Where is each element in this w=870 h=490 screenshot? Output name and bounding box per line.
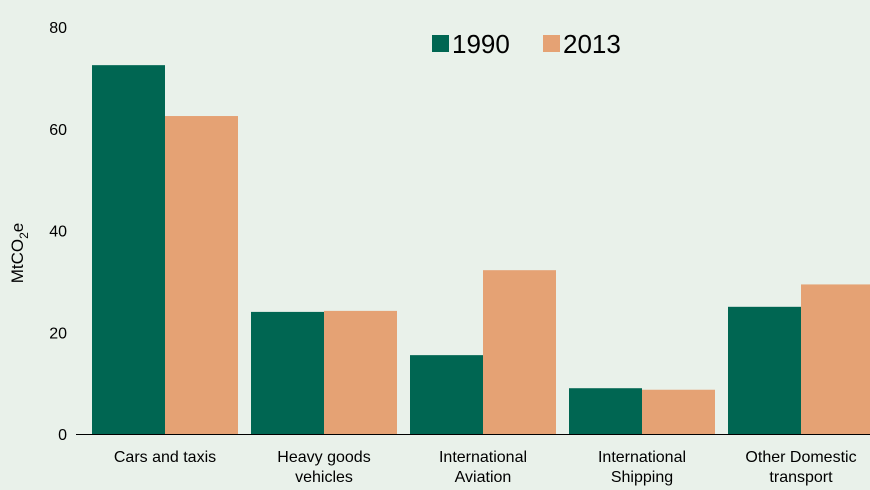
bar-2013-international-shipping: [642, 389, 715, 434]
y-tick-label: 20: [49, 325, 67, 342]
legend: 1990 2013: [432, 29, 621, 59]
bar-2013-international-aviation: [483, 270, 556, 434]
x-category-label-line: Heavy goods: [277, 449, 370, 466]
y-tick-label: 60: [49, 122, 67, 139]
bar-2013-heavy-goods-vehicles: [324, 310, 397, 434]
bar-1990-heavy-goods-vehicles: [251, 311, 324, 434]
y-axis-label: MtCO2e: [8, 223, 31, 284]
bar-1990-international-aviation: [410, 355, 483, 434]
bar-1990-other-domestic-transport: [728, 306, 801, 434]
x-category-label: Other Domestic transport: [745, 449, 856, 486]
x-category-label-line: Other Domestic: [745, 449, 856, 466]
legend-label-1990: 1990: [452, 29, 510, 59]
y-tick-label: 80: [49, 20, 67, 37]
bar-2013-cars-and-taxis: [165, 116, 238, 434]
y-axis-ticks: 0 20 40 60 80: [49, 20, 67, 444]
x-axis-category-labels: Cars and taxis Heavy goods vehicles Interna…: [114, 449, 857, 486]
y-tick-label: 0: [58, 427, 67, 444]
bar-1990-cars-and-taxis: [92, 65, 165, 434]
x-category-label-line: Shipping: [611, 469, 673, 486]
x-category-label-line: International: [439, 449, 527, 466]
legend-label-2013: 2013: [563, 29, 621, 59]
y-axis-label-base: MtCO: [8, 239, 27, 283]
y-tick-label: 40: [49, 224, 67, 241]
y-axis-label-suffix: e: [8, 223, 27, 232]
y-axis-label-subscript: 2: [17, 232, 31, 239]
x-category-label: Heavy goods vehicles: [277, 449, 370, 486]
bars: [92, 65, 870, 434]
x-category-label: Cars and taxis: [114, 449, 216, 466]
x-category-label-line: transport: [769, 469, 833, 486]
x-category-label-line: International: [598, 449, 686, 466]
bar-1990-international-shipping: [569, 388, 642, 434]
legend-swatch-2013: [543, 35, 560, 52]
x-category-label-line: Cars and taxis: [114, 449, 216, 466]
legend-swatch-1990: [432, 35, 449, 52]
x-category-label: International Shipping: [598, 449, 686, 486]
x-category-label: International Aviation: [439, 449, 527, 486]
bar-2013-other-domestic-transport: [801, 284, 870, 434]
x-category-label-line: vehicles: [295, 469, 353, 486]
x-category-label-line: Aviation: [455, 469, 512, 486]
